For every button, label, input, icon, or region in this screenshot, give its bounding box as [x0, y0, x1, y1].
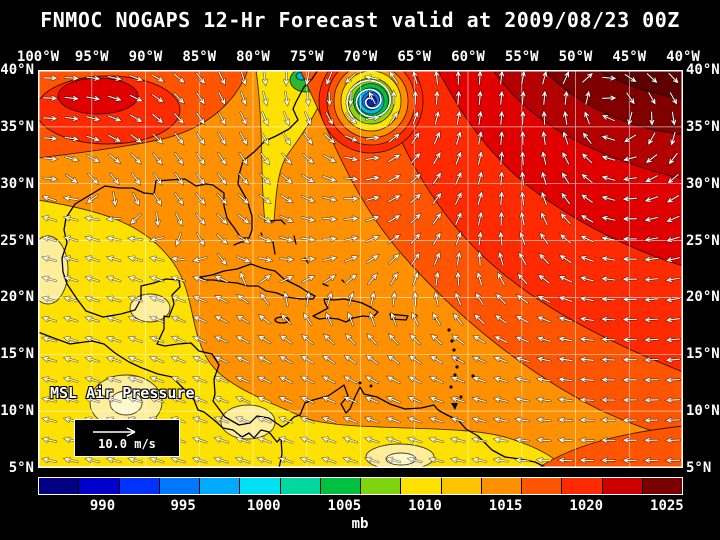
pressure-colorbar: [38, 477, 683, 495]
colorbar-segment: [320, 478, 361, 494]
wind-legend-label: 10.0 m/s: [98, 436, 156, 451]
colorbar-segment: [159, 478, 200, 494]
coastline-pacific: [38, 331, 283, 468]
lat-tick-label-left: 10°N: [0, 403, 34, 420]
lat-tick-label-right: 15°N: [686, 346, 720, 363]
lat-tick-label-right: 30°N: [686, 175, 720, 192]
field-label: MSL Air Pressure: [50, 384, 195, 402]
lat-tick-label-left: 15°N: [0, 346, 34, 363]
lon-tick-label: 40°W: [666, 49, 700, 65]
colorbar-tick-label: 995: [170, 498, 196, 514]
colorbar-tick-label: 1025: [650, 498, 684, 514]
colorbar-tick-label: 1005: [327, 498, 362, 514]
colorbar-segment: [119, 478, 160, 494]
wind-arrows: [42, 70, 681, 463]
colorbar-tick-label: 1000: [246, 498, 281, 514]
lon-tick-label: 80°W: [236, 49, 270, 65]
map-border: [38, 70, 683, 468]
lon-tick-label: 95°W: [74, 49, 109, 65]
colorbar-segment: [562, 478, 603, 494]
page-title: FNMOC NOGAPS 12-Hr Forecast valid at 200…: [40, 8, 680, 32]
lon-tick-label: 45°W: [612, 49, 647, 65]
hurricane-spiral: [346, 79, 391, 122]
colorbar-segment: [441, 478, 482, 494]
pressure-band: [537, 425, 683, 468]
colorbar-unit: mb: [351, 516, 369, 532]
lon-tick-label: 100°W: [16, 49, 60, 65]
lat-tick-label-right: 35°N: [686, 118, 720, 135]
wind-arrow-icon: [93, 426, 136, 438]
lon-tick-label: 70°W: [343, 49, 378, 65]
coastline-cuba: [199, 263, 316, 300]
lat-tick-label-right: 40°N: [686, 62, 720, 78]
forecast-map-canvas: [38, 70, 683, 468]
colorbar-segment: [361, 478, 402, 494]
coastline-hispaniola: [312, 298, 379, 323]
colorbar-segment: [401, 478, 442, 494]
pressure-band: [385, 452, 417, 466]
lat-tick-label-right: 5°N: [686, 460, 712, 476]
lon-tick-label: 90°W: [128, 49, 163, 65]
lat-tick-label-left: 5°N: [8, 460, 34, 476]
lat-tick-label-right: 25°N: [686, 232, 720, 249]
pressure-band: [57, 77, 139, 115]
colorbar-segment: [481, 478, 522, 494]
colorbar-segment: [39, 478, 80, 494]
lat-tick-label-left: 40°N: [0, 62, 34, 78]
lon-tick-label: 75°W: [289, 49, 324, 65]
lon-tick-label: 85°W: [182, 49, 217, 65]
lon-tick-label: 50°W: [558, 49, 593, 65]
lon-tick-label: 60°W: [451, 49, 485, 65]
lon-tick-label: 65°W: [397, 49, 432, 65]
colorbar-tick-label: 990: [89, 498, 116, 514]
colorbar-segment: [522, 478, 563, 494]
colorbar-segment: [79, 478, 120, 494]
lat-tick-label-left: 25°N: [0, 232, 34, 249]
colorbar-segment: [240, 478, 281, 494]
colorbar-tick-label: 1015: [488, 498, 523, 514]
colorbar-segment: [642, 478, 682, 494]
coastline-bahamas: [260, 219, 345, 287]
colorbar-tick-label: 1010: [408, 498, 442, 514]
colorbar-tick-label: 1020: [569, 498, 604, 514]
colorbar-segment: [602, 478, 643, 494]
lon-tick-label: 55°W: [504, 49, 539, 65]
colorbar-segment: [280, 478, 321, 494]
lat-tick-label-left: 30°N: [0, 175, 34, 192]
lat-tick-label-left: 35°N: [0, 118, 34, 135]
lat-tick-label-right: 20°N: [686, 289, 720, 306]
lat-tick-label-right: 10°N: [686, 403, 720, 420]
lat-tick-label-left: 20°N: [0, 289, 34, 306]
graticule-grid: [38, 70, 683, 468]
wind-speed-legend: 10.0 m/s: [74, 419, 180, 457]
colorbar-segment: [200, 478, 241, 494]
